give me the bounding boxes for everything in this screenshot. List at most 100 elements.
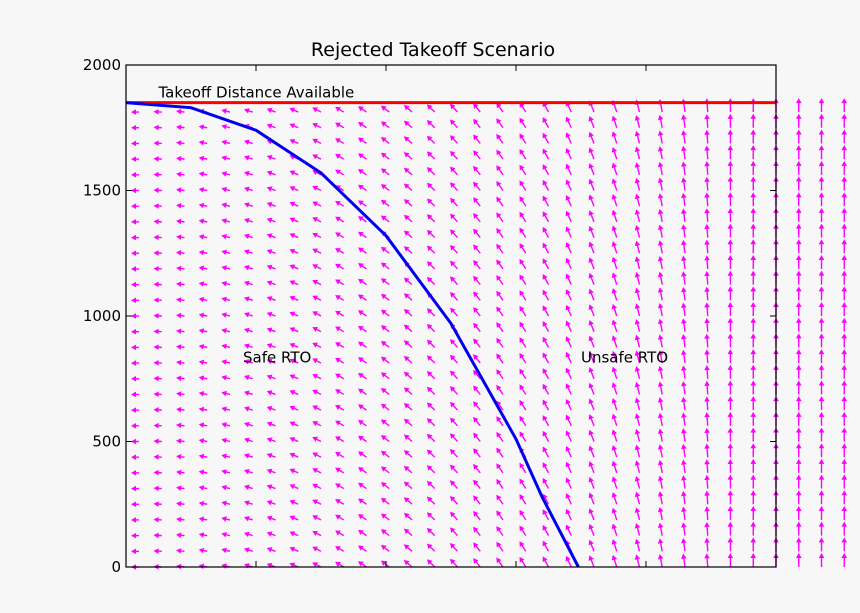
vector-arrow xyxy=(335,436,345,443)
vector-arrow xyxy=(335,420,345,427)
vector-arrow xyxy=(221,453,231,459)
vector-arrow xyxy=(657,397,664,411)
vector-arrow xyxy=(795,223,802,238)
vector-arrow xyxy=(750,443,757,458)
vector-arrow xyxy=(403,105,413,113)
vector-arrow xyxy=(681,490,687,505)
vector-arrow xyxy=(357,247,367,254)
vector-arrow xyxy=(176,532,185,538)
vector-arrow xyxy=(153,407,162,413)
vector-arrow xyxy=(131,328,139,335)
vector-arrow xyxy=(266,343,276,349)
vector-arrow xyxy=(176,312,185,319)
vector-arrow xyxy=(542,509,550,521)
vector-arrow xyxy=(727,458,734,473)
vector-arrow xyxy=(565,493,572,505)
vector-arrow xyxy=(335,310,345,317)
vector-arrow xyxy=(704,521,710,536)
vector-arrow xyxy=(176,171,185,178)
vector-arrow xyxy=(153,375,162,382)
vector-arrow xyxy=(176,155,185,162)
vector-arrow xyxy=(403,371,413,380)
vector-arrow xyxy=(818,380,825,395)
vector-arrow xyxy=(681,192,687,207)
vector-arrow xyxy=(357,231,367,239)
vector-arrow xyxy=(496,243,504,254)
vector-arrow xyxy=(357,545,367,552)
vector-arrow xyxy=(244,202,253,208)
vector-arrow xyxy=(449,103,459,113)
vector-arrow xyxy=(266,547,276,553)
vector-arrow xyxy=(153,532,162,539)
vector-arrow xyxy=(153,156,162,162)
vector-arrow xyxy=(131,407,139,413)
vector-arrow xyxy=(727,317,734,332)
vector-arrow xyxy=(818,254,825,269)
vector-arrow xyxy=(221,500,231,507)
vector-arrow xyxy=(588,257,595,270)
vector-arrow xyxy=(153,297,162,303)
vector-arrow xyxy=(312,468,322,474)
vector-arrow xyxy=(153,328,162,335)
vector-arrow xyxy=(403,293,413,301)
vector-arrow xyxy=(176,422,185,429)
vector-arrow xyxy=(131,438,139,445)
vector-arrow xyxy=(818,176,825,191)
vector-arrow xyxy=(221,343,231,350)
vector-arrow xyxy=(750,458,757,473)
vector-arrow xyxy=(704,349,710,364)
vector-arrow xyxy=(496,196,504,207)
vector-arrow xyxy=(634,303,641,317)
vector-arrow xyxy=(634,177,641,191)
vector-arrow xyxy=(153,516,162,523)
vector-arrow xyxy=(611,492,618,505)
vector-arrow xyxy=(153,124,162,131)
vector-arrow xyxy=(449,448,459,458)
vector-arrow xyxy=(750,207,757,222)
vector-arrow xyxy=(818,207,825,222)
vector-arrow xyxy=(449,480,459,490)
vector-arrow xyxy=(221,422,231,428)
vector-arrow xyxy=(198,296,208,303)
vector-arrow xyxy=(818,537,825,552)
vector-arrow xyxy=(704,192,710,207)
vector-arrow xyxy=(818,113,825,128)
vector-arrow xyxy=(312,201,322,207)
vector-arrow xyxy=(704,380,710,395)
vector-arrow xyxy=(588,163,595,176)
vector-arrow xyxy=(818,98,825,113)
vector-arrow xyxy=(750,521,757,536)
vector-arrow xyxy=(131,501,139,508)
vector-arrow xyxy=(449,292,459,301)
vector-arrow xyxy=(519,400,527,411)
vector-arrow xyxy=(727,302,734,317)
y-tick-label: 2000 xyxy=(83,56,121,74)
vector-arrow xyxy=(473,275,481,286)
vector-arrow xyxy=(542,289,550,301)
vector-arrow xyxy=(221,202,231,208)
vector-arrow xyxy=(357,263,367,270)
vector-arrow xyxy=(681,239,687,254)
vector-arrow xyxy=(449,150,459,160)
vector-arrow xyxy=(176,234,185,240)
vector-arrow xyxy=(198,249,208,256)
vector-arrow xyxy=(795,380,802,395)
vector-arrow xyxy=(588,241,595,254)
vector-arrow xyxy=(542,446,550,458)
vector-arrow xyxy=(335,201,345,207)
vector-arrow xyxy=(496,431,504,442)
vector-arrow xyxy=(380,466,390,474)
vector-arrow xyxy=(221,516,231,522)
vector-arrow xyxy=(727,443,734,458)
vector-arrow xyxy=(727,223,734,238)
vector-arrow xyxy=(244,531,253,538)
vector-arrow xyxy=(403,183,413,192)
vector-arrow xyxy=(153,218,162,225)
vector-arrow xyxy=(565,351,572,364)
vector-arrow xyxy=(496,259,504,270)
vector-arrow xyxy=(795,286,802,301)
vector-arrow xyxy=(795,396,802,411)
vector-arrow xyxy=(312,232,322,239)
vector-arrow xyxy=(657,475,664,489)
vector-arrow xyxy=(131,219,139,225)
